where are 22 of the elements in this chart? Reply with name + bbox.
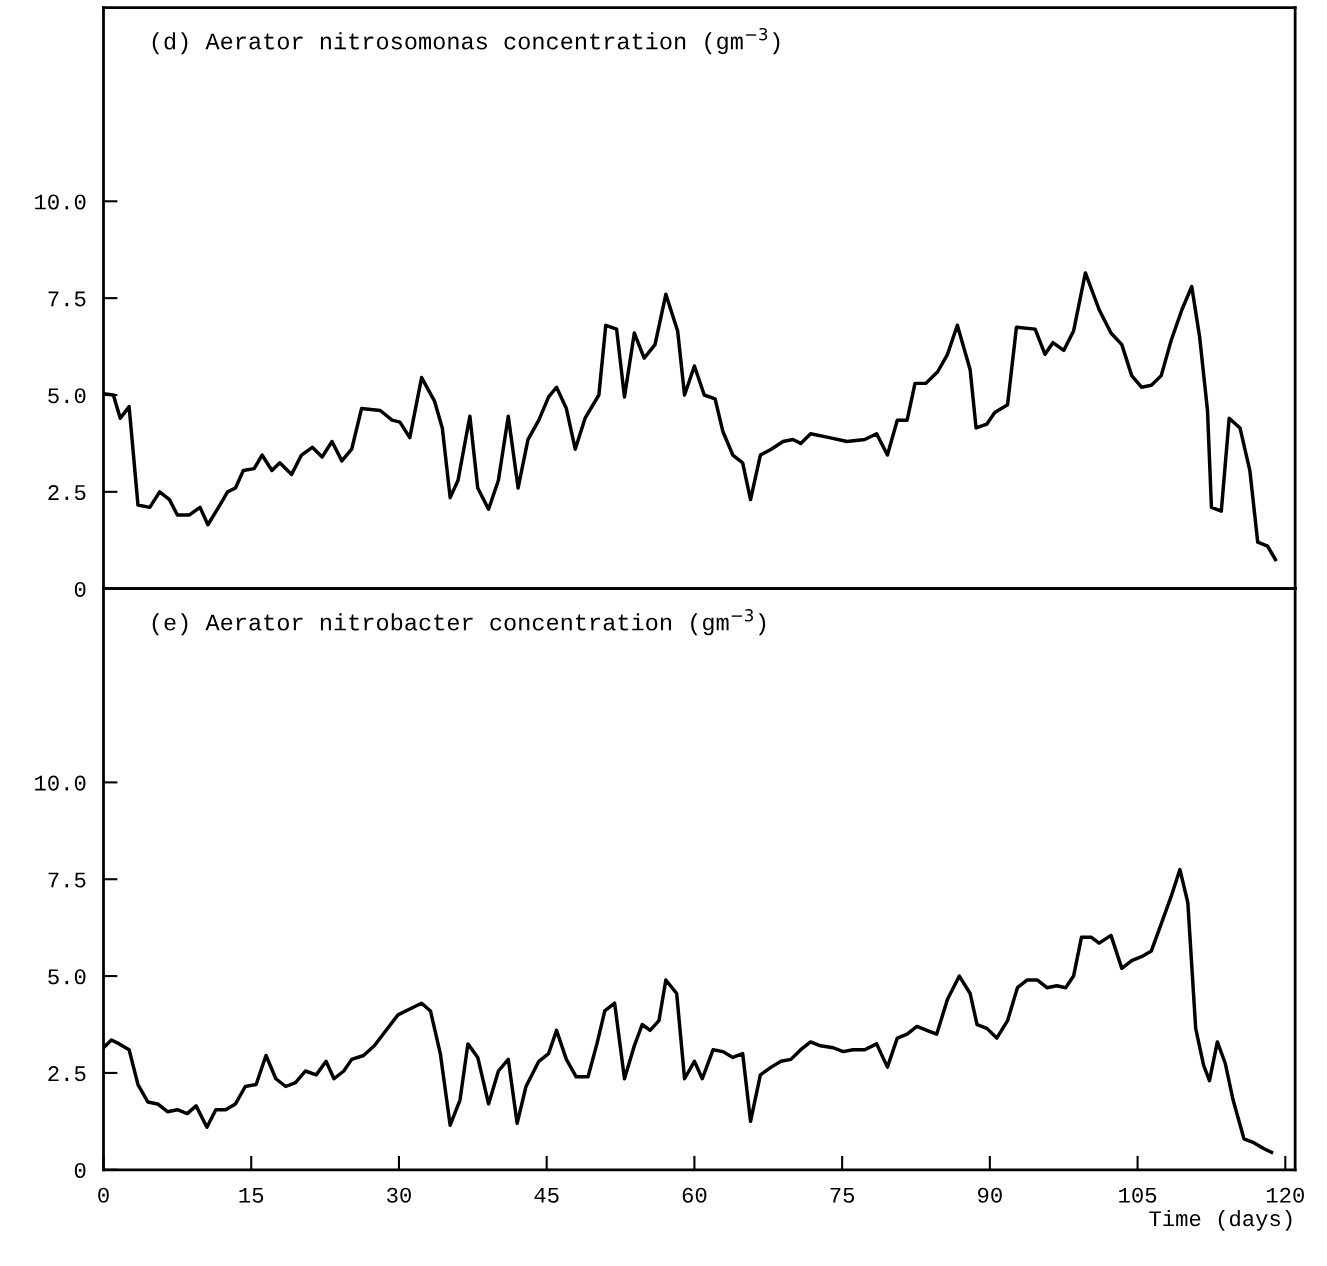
y-tick-label: 10.0 [35, 194, 86, 210]
y-tick-label: 5.0 [48, 969, 86, 985]
text: (d) Aerator nitrosomonas concentration (gm$^{−3}$) [152, 27, 780, 55]
x-tick-label: 105 [1119, 1187, 1157, 1203]
text: (e) Aerator nitrobacter concentration (gm$^{−3}$) [152, 609, 766, 636]
x-tick-label: 120 [1266, 1187, 1304, 1203]
y-tick-label: 7.5 [48, 291, 86, 307]
y-tick-label: 5.0 [48, 388, 86, 404]
y-tick-label: 7.5 [48, 872, 86, 888]
y-tick-label: 0 [74, 581, 86, 597]
x-tick-label: 30 [387, 1187, 411, 1203]
x-tick-label: 60 [682, 1187, 707, 1203]
x-tick-label: 90 [978, 1187, 1002, 1203]
x-tick-label: 45 [534, 1187, 559, 1203]
y-tick-label: 2.5 [48, 485, 86, 501]
y-tick-label: 0 [74, 1162, 86, 1179]
y-tick-label: 2.5 [48, 1066, 86, 1082]
x-axis-title: Time (days) [1149, 1209, 1292, 1231]
y-tick-label: 10.0 [35, 775, 86, 791]
x-tick-label: 75 [830, 1187, 855, 1203]
x-tick-label: 15 [239, 1187, 264, 1203]
x-tick-label: 0 [98, 1187, 109, 1203]
